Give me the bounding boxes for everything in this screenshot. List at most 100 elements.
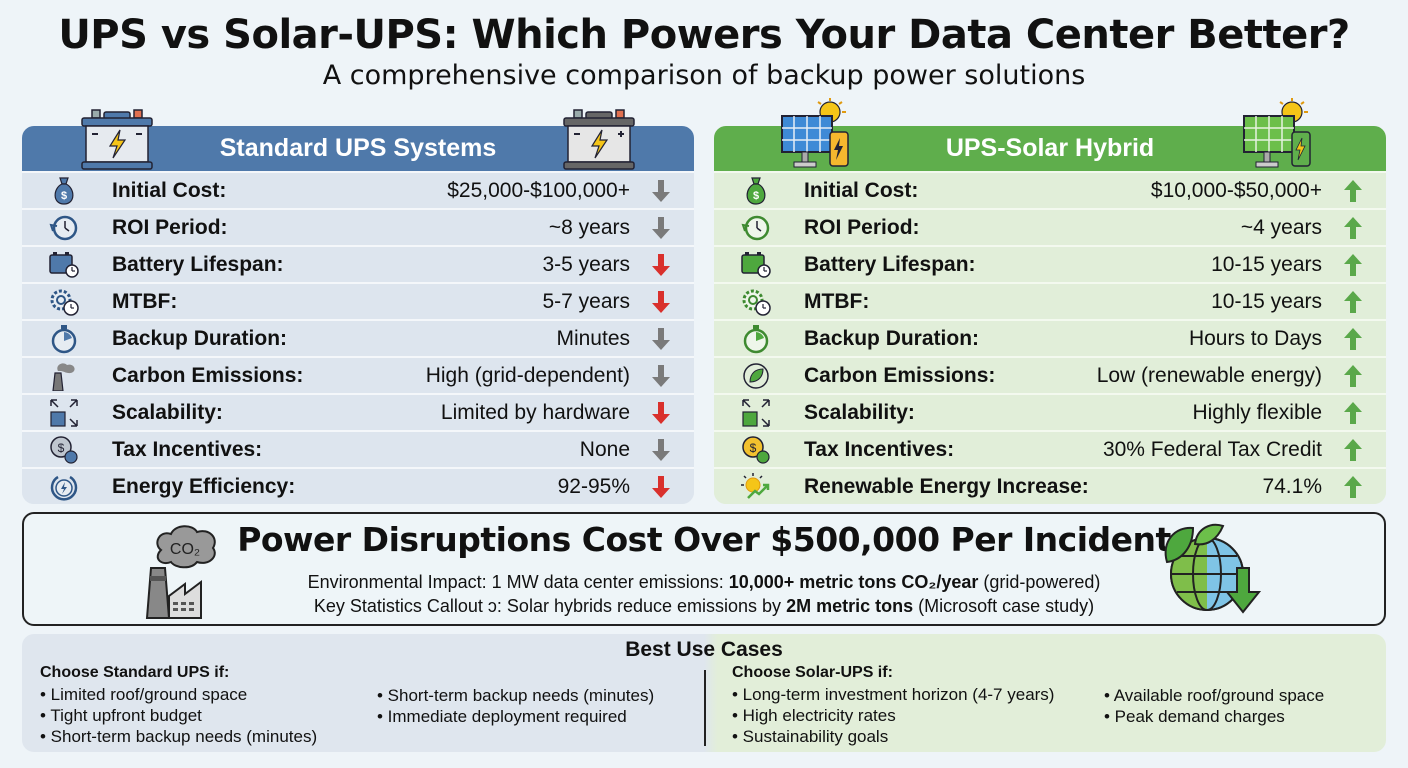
list-item: • Immediate deployment required <box>377 707 627 726</box>
line2-prefix: Key Statistics Callout ɔ: Solar hybrids … <box>313 596 787 616</box>
row-value: 3-5 years <box>542 252 630 276</box>
table-row: Carbon Emissions: Low (renewable energy) <box>714 356 1386 393</box>
row-label: Renewable Energy Increase: <box>804 474 1089 498</box>
row-value: Minutes <box>556 326 630 350</box>
battery-icon <box>563 109 635 170</box>
svg-text:$: $ <box>58 441 65 455</box>
arrow-down-icon <box>650 216 672 239</box>
solar-panel-battery-icon <box>781 98 849 168</box>
gear-clock-icon <box>46 287 82 317</box>
row-label: MTBF: <box>804 289 870 313</box>
list-item: • Short-term backup needs (minutes) <box>40 727 318 746</box>
co2-label: CO₂ <box>170 541 200 558</box>
arrow-down-icon <box>650 438 672 461</box>
table-row: $ Tax Incentives: None <box>22 430 694 467</box>
list-item: • Available roof/ground space <box>1104 686 1325 705</box>
row-label: Battery Lifespan: <box>804 252 976 276</box>
row-label: Tax Incentives: <box>804 437 955 461</box>
standard-ups-panel: Standard UPS Systems $ Initial Cost: $25… <box>22 109 694 504</box>
solar-use-cases-heading: Choose Solar-UPS if: <box>732 664 893 681</box>
row-value: $10,000-$50,000+ <box>1150 178 1322 202</box>
arrow-up-icon <box>1342 216 1364 239</box>
arrow-up-icon <box>1342 253 1364 276</box>
table-row: Energy Efficiency: 92-95% <box>22 467 694 504</box>
sun-growth-icon <box>738 472 774 502</box>
best-use-cases: Best Use Cases Choose Standard UPS if: •… <box>22 634 1386 752</box>
battery-clock-icon <box>738 250 774 280</box>
row-value: Hours to Days <box>1188 326 1322 350</box>
roi-clock-icon <box>738 213 774 243</box>
line1-highlight: 10,000+ metric tons CO₂/year <box>728 572 979 592</box>
table-row: Scalability: Highly flexible <box>714 393 1386 430</box>
row-label: ROI Period: <box>804 215 920 239</box>
row-value: Low (renewable energy) <box>1096 363 1322 387</box>
row-value: Highly flexible <box>1192 400 1322 424</box>
ups-use-cases-heading: Choose Standard UPS if: <box>40 664 230 681</box>
solar-panel-battery-icon <box>1243 98 1311 168</box>
row-label: Carbon Emissions: <box>804 363 996 387</box>
row-value: Limited by hardware <box>440 400 630 424</box>
list-item: • Long-term investment horizon (4-7 year… <box>732 685 1055 704</box>
table-row: MTBF: 10-15 years <box>714 282 1386 319</box>
row-value: 92-95% <box>557 474 630 498</box>
arrow-down-icon <box>650 401 672 424</box>
coins-icon: $ <box>46 435 82 465</box>
arrow-down-icon <box>650 327 672 350</box>
solar-ups-title: UPS-Solar Hybrid <box>945 134 1155 162</box>
standard-ups-title: Standard UPS Systems <box>219 134 497 162</box>
table-row: Battery Lifespan: 3-5 years <box>22 245 694 282</box>
svg-text:$: $ <box>750 441 757 455</box>
stopwatch-icon <box>738 324 774 354</box>
row-label: Tax Incentives: <box>112 437 263 461</box>
row-value: 10-15 years <box>1211 289 1322 313</box>
row-label: Initial Cost: <box>804 178 919 202</box>
stopwatch-icon <box>46 324 82 354</box>
scale-arrows-icon <box>46 398 82 428</box>
arrow-down-icon <box>650 475 672 498</box>
table-row: $ Tax Incentives: 30% Federal Tax Credit <box>714 430 1386 467</box>
list-item: • Tight upfront budget <box>40 706 202 725</box>
leaf-cycle-icon <box>738 361 774 391</box>
table-row: $ Initial Cost: $10,000-$50,000+ <box>714 171 1386 208</box>
key-statistics-line: Key Statistics Callout ɔ: Solar hybrids … <box>24 596 1384 617</box>
battery-clock-icon <box>46 250 82 280</box>
row-value: ~8 years <box>548 215 630 239</box>
solar-ups-header: UPS-Solar Hybrid <box>714 98 1386 171</box>
table-row: ROI Period: ~4 years <box>714 208 1386 245</box>
arrow-up-icon <box>1342 327 1364 350</box>
row-value: 5-7 years <box>542 289 630 313</box>
standard-ups-header: Standard UPS Systems <box>22 109 694 171</box>
gear-clock-icon <box>738 287 774 317</box>
table-row: $ Initial Cost: $25,000-$100,000+ <box>22 171 694 208</box>
solar-ups-panel: UPS-Solar Hybrid $ Initial Cost: $10,000… <box>714 98 1386 504</box>
list-item: • High electricity rates <box>732 706 896 725</box>
list-item: • Short-term backup needs (minutes) <box>377 686 655 705</box>
line2-suffix: (Microsoft case study) <box>913 596 1095 616</box>
row-label: Carbon Emissions: <box>112 363 304 387</box>
table-row: Backup Duration: Hours to Days <box>714 319 1386 356</box>
table-row: Backup Duration: Minutes <box>22 319 694 356</box>
arrow-down-icon <box>650 290 672 313</box>
page-subtitle: A comprehensive comparison of backup pow… <box>322 60 1086 91</box>
arrow-up-icon <box>1342 290 1364 313</box>
line2-highlight: 2M metric tons <box>786 596 914 616</box>
row-value: ~4 years <box>1240 215 1322 239</box>
money-bag-icon: $ <box>738 176 774 206</box>
row-value: 74.1% <box>1262 474 1322 498</box>
table-row: Scalability: Limited by hardware <box>22 393 694 430</box>
list-item: • Peak demand charges <box>1104 707 1285 726</box>
use-cases-divider <box>704 670 706 746</box>
row-label: Backup Duration: <box>112 326 288 350</box>
row-label: Scalability: <box>804 400 915 424</box>
row-label: MTBF: <box>112 289 178 313</box>
arrow-up-icon <box>1342 401 1364 424</box>
line1-suffix: (grid-powered) <box>978 572 1101 592</box>
row-value: 10-15 years <box>1211 252 1322 276</box>
table-row: ROI Period: ~8 years <box>22 208 694 245</box>
row-label: Initial Cost: <box>112 178 227 202</box>
arrow-up-icon <box>1342 179 1364 202</box>
table-row: Carbon Emissions: High (grid-dependent) <box>22 356 694 393</box>
use-cases-title: Best Use Cases <box>625 638 783 661</box>
solar-use-cases: Choose Solar-UPS if: • Long-term investm… <box>732 664 1054 747</box>
money-bag-icon: $ <box>46 176 82 206</box>
